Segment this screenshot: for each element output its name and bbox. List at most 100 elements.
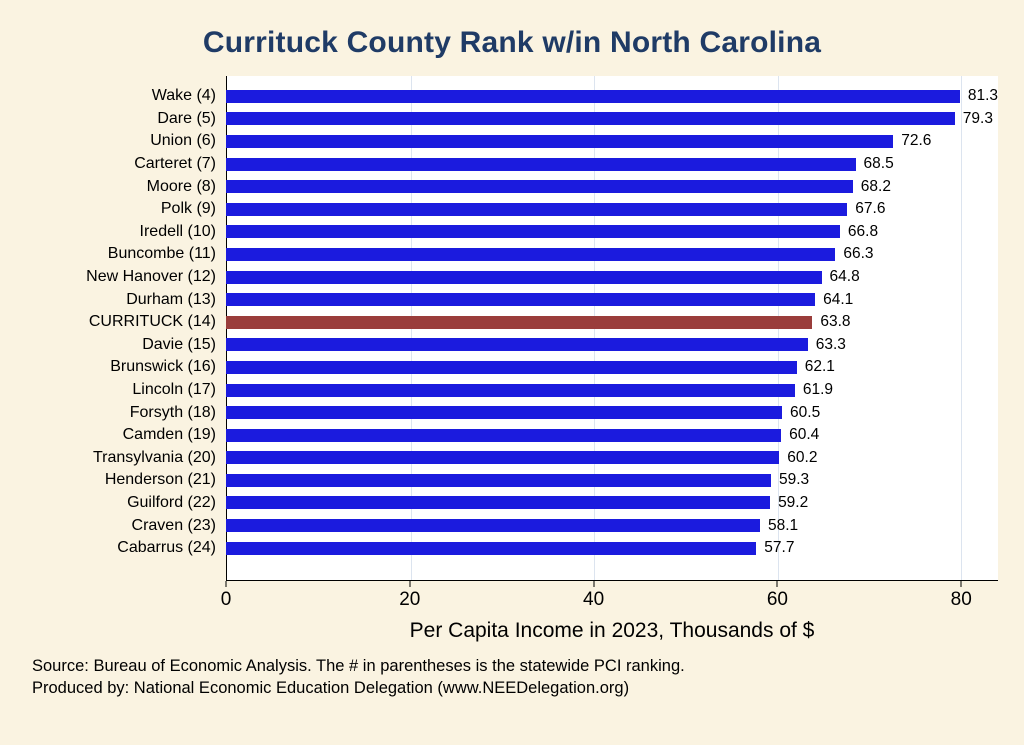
category-label: Camden (19)	[122, 426, 216, 444]
category-label: Dare (5)	[157, 109, 216, 127]
bar	[226, 451, 780, 465]
bar-track: 72.6	[226, 130, 998, 153]
bar-row: New Hanover (12) 64.8	[30, 266, 998, 289]
value-label: 68.2	[860, 177, 891, 195]
value-label: 79.3	[962, 109, 993, 127]
bar-row: Wake (4) 81.3	[30, 85, 998, 108]
bar-track: 59.3	[226, 469, 998, 492]
value-label: 57.7	[764, 539, 795, 557]
value-label: 63.3	[815, 335, 846, 353]
bar-track: 66.3	[226, 243, 998, 266]
bar-track: 60.2	[226, 447, 998, 470]
bar-row: Craven (23) 58.1	[30, 514, 998, 537]
bar-row: Camden (19) 60.4	[30, 424, 998, 447]
bar-track: 59.2	[226, 492, 998, 515]
bar	[226, 270, 822, 284]
x-axis-title: Per Capita Income in 2023, Thousands of …	[409, 619, 815, 642]
bar-track: 57.7	[226, 537, 998, 560]
bar-row: Moore (8) 68.2	[30, 175, 998, 198]
value-label: 66.8	[847, 222, 879, 240]
value-label: 68.5	[863, 155, 894, 173]
gridline	[961, 76, 963, 580]
bar-row: Durham (13) 64.1	[30, 288, 998, 311]
bar	[226, 338, 808, 352]
bar-row: CURRITUCK (14) 63.8	[30, 311, 998, 334]
value-label: 60.2	[787, 448, 818, 466]
category-label: Buncombe (11)	[107, 245, 216, 263]
value-label: 67.6	[855, 200, 886, 218]
value-label: 60.4	[789, 426, 820, 444]
value-label: 58.1	[767, 516, 799, 534]
bar	[226, 247, 836, 261]
bar-track: 58.1	[226, 514, 998, 537]
value-label: 64.1	[823, 290, 854, 308]
x-tick-label: 0	[220, 589, 232, 610]
bar-track: 79.3	[226, 108, 998, 131]
chart-title: Currituck County Rank w/in North Carolin…	[202, 26, 822, 59]
x-tick-mark	[776, 581, 778, 587]
x-tick-mark	[225, 581, 227, 587]
bar-row: Henderson (21) 59.3	[30, 469, 998, 492]
produced-text: Produced by: National Economic Education…	[32, 679, 630, 698]
value-label: 62.1	[804, 358, 835, 376]
bar-track: 60.4	[226, 424, 998, 447]
bar-track: 68.2	[226, 175, 998, 198]
bar	[226, 157, 856, 171]
x-tick-label: 80	[950, 589, 972, 610]
x-tick-label: 60	[766, 589, 788, 610]
x-tick-mark	[593, 581, 595, 587]
category-label: New Hanover (12)	[86, 268, 216, 286]
bar	[226, 496, 771, 510]
x-tick-mark	[409, 581, 411, 587]
bar-row: Lincoln (17) 61.9	[30, 379, 998, 402]
bar	[226, 519, 760, 533]
value-label: 61.9	[802, 381, 834, 399]
bar	[226, 473, 771, 487]
bar-row: Guilford (22) 59.2	[30, 492, 998, 515]
bar-track: 66.8	[226, 221, 998, 244]
bar	[226, 428, 782, 442]
value-label: 72.6	[901, 132, 932, 150]
category-label: CURRITUCK (14)	[88, 313, 216, 331]
category-label: Cabarrus (24)	[117, 539, 216, 557]
category-label: Craven (23)	[131, 516, 216, 534]
x-tick-label: 20	[399, 589, 421, 610]
bar-track: 81.3	[226, 85, 998, 108]
bar-row: Davie (15) 63.3	[30, 334, 998, 357]
value-label: 63.8	[820, 313, 851, 331]
category-label: Lincoln (17)	[132, 381, 216, 399]
bar-track: 64.8	[226, 266, 998, 289]
bar	[226, 180, 853, 194]
source-text: Source: Bureau of Economic Analysis. The…	[32, 657, 685, 675]
category-label: Transylvania (20)	[92, 448, 216, 466]
bar-track: 64.1	[226, 288, 998, 311]
value-label: 64.8	[829, 268, 860, 286]
x-tick-label: 40	[583, 589, 605, 610]
bar-row: Forsyth (18) 60.5	[30, 401, 998, 424]
x-axis: 0 20 40 60 80	[221, 581, 998, 617]
value-label: 66.3	[843, 245, 874, 263]
bar	[226, 134, 894, 148]
bar-row: Cabarrus (24) 57.7	[30, 537, 998, 560]
bar	[226, 541, 757, 555]
category-label: Guilford (22)	[127, 493, 216, 511]
bar-row: Transylvania (20) 60.2	[30, 447, 998, 470]
bar-row: Union (6) 72.6	[30, 130, 998, 153]
category-label: Forsyth (18)	[129, 403, 216, 421]
bar-row: Buncombe (11) 66.3	[30, 243, 998, 266]
bar-track: 63.3	[226, 334, 998, 357]
bar-rows: Wake (4) 81.3 Dare (5) 79.3 Union (6) 72.6 Car…	[30, 76, 998, 559]
category-label: Henderson (21)	[104, 471, 216, 489]
bar-track: 67.6	[226, 198, 998, 221]
category-label: Union (6)	[150, 132, 216, 150]
category-label: Polk (9)	[160, 200, 216, 218]
bar-track: 68.5	[226, 153, 998, 176]
bar-row: Polk (9) 67.6	[30, 198, 998, 221]
bar	[226, 225, 840, 239]
bar-track: 63.8	[226, 311, 998, 334]
bar	[226, 89, 960, 103]
bar	[226, 202, 848, 216]
highlight-bar	[226, 315, 813, 329]
bar	[226, 383, 795, 397]
category-label: Davie (15)	[142, 335, 216, 353]
